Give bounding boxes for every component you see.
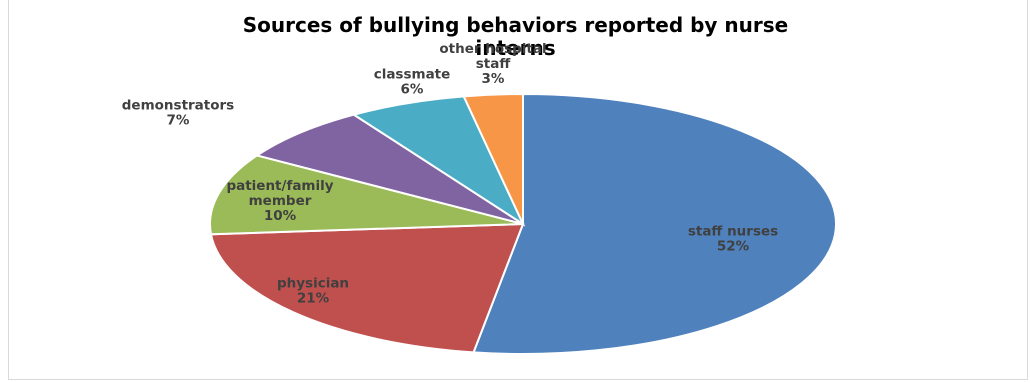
chart-title-text: Sources of bullying behaviors reported b… bbox=[242, 13, 789, 60]
slice-label-classmate: classmate 6% bbox=[374, 67, 451, 98]
pie-slice-demonstrators bbox=[254, 113, 524, 225]
slice-label-patient-family-member: patient/family member 10% bbox=[226, 178, 333, 224]
slice-label-staff-nurses: staff nurses 52% bbox=[688, 224, 778, 255]
pie-labels: staff nurses 52% physician 21% patient/famil… bbox=[122, 41, 778, 307]
chart-title: Sources of bullying behaviors reported b… bbox=[0, 14, 1031, 60]
slice-label-physician: physician 21% bbox=[277, 276, 349, 307]
pie-slice-patient-family-member bbox=[209, 154, 524, 236]
pie-slice-staff-nurses bbox=[472, 92, 837, 355]
pie-slice-classmate bbox=[351, 95, 526, 227]
slice-label-demonstrators: demonstrators 7% bbox=[122, 98, 234, 129]
slice-label-other-hospital-staff: other hospital staff 3% bbox=[439, 41, 546, 87]
pie-slices bbox=[209, 92, 837, 355]
pie-slice-physician bbox=[209, 222, 525, 354]
pie-slice-other-hospital-staff bbox=[462, 92, 524, 225]
